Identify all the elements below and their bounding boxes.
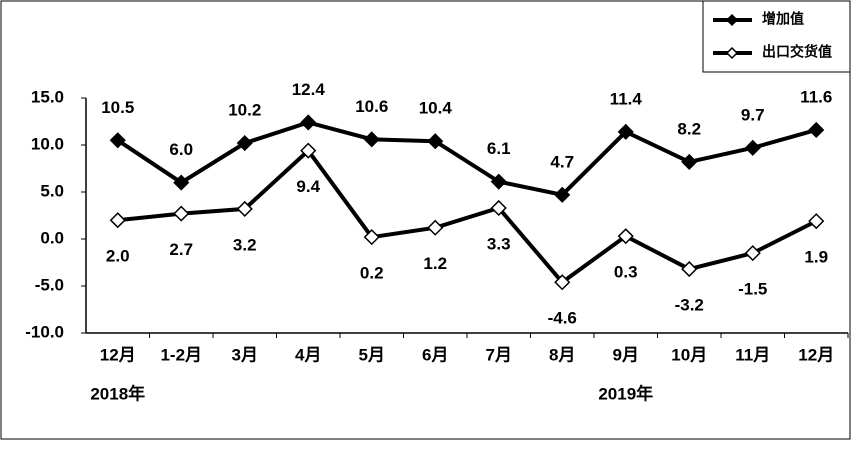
data-label: 10.6 [355,97,388,116]
year-label: 2018年 [90,383,145,403]
x-tick-label: 9月 [613,345,639,364]
data-label: -1.5 [738,280,767,299]
data-point [427,133,444,150]
data-label: 3.3 [487,234,511,253]
x-tick-label: 3月 [232,345,258,364]
data-point [236,135,253,152]
x-tick-label: 7月 [486,345,512,364]
y-tick-label: 15.0 [31,87,64,106]
y-tick-label: 0.0 [40,228,64,247]
data-label: 6.1 [487,139,511,158]
data-point [173,174,190,191]
data-point [427,219,444,236]
chart-border [0,0,851,440]
x-tick-label: 11月 [735,345,770,364]
y-tick-label: -10.0 [25,322,64,341]
data-label: 6.0 [169,140,193,159]
data-label: 9.4 [296,177,320,196]
data-label: -3.2 [675,296,704,315]
data-point [300,142,317,159]
x-tick-label: 8月 [549,345,575,364]
data-label: 12.4 [292,80,326,99]
data-label: 0.2 [360,264,384,283]
data-label: 11.4 [610,89,643,108]
x-tick-label: 1-2月 [160,345,202,364]
data-point [300,114,317,131]
data-label: 9.7 [741,105,765,124]
data-label: 10.2 [228,101,261,120]
data-label: 8.2 [677,119,701,138]
data-point [808,121,825,139]
data-label: 1.2 [423,254,447,273]
data-point [490,199,507,217]
data-point [363,229,380,246]
data-label: 3.2 [233,235,257,254]
data-label: -4.6 [548,309,577,328]
legend-marker [725,13,739,27]
x-tick-label: 12月 [798,345,834,364]
data-point [236,200,253,217]
data-point [744,245,761,262]
data-label: 0.3 [614,263,638,282]
x-tick-label: 5月 [359,345,385,364]
series-line [117,147,818,285]
data-point [808,213,825,230]
x-tick-label: 12月 [100,345,136,364]
legend-marker [725,46,739,60]
data-label: 2.7 [169,240,193,259]
y-tick-label: -5.0 [35,275,64,294]
x-tick-label: 4月 [295,345,321,364]
data-label: 10.5 [101,98,134,117]
y-tick-label: 10.0 [31,134,64,153]
data-point [363,131,380,148]
legend-box [702,0,851,73]
data-point [744,139,761,156]
data-point [554,274,571,291]
series-line [116,120,817,197]
data-label: 10.4 [419,99,453,118]
data-point [681,261,698,278]
data-point [554,186,571,203]
x-tick-label: 10月 [671,345,707,364]
data-point [109,132,126,149]
y-tick-label: 5.0 [40,181,64,200]
data-label: 11.6 [800,87,832,106]
data-point [173,205,190,222]
year-label: 2019年 [598,383,653,403]
data-label: 2.0 [106,247,130,266]
data-label: 4.7 [550,152,574,171]
data-point [617,228,634,245]
data-label: 1.9 [804,248,828,267]
data-point [617,123,634,140]
legend-label: 增加值 [762,11,804,27]
data-point [681,153,698,170]
data-point [490,173,507,190]
data-point [109,212,126,229]
legend-label: 出口交货值 [762,44,832,60]
x-tick-label: 6月 [422,345,448,364]
